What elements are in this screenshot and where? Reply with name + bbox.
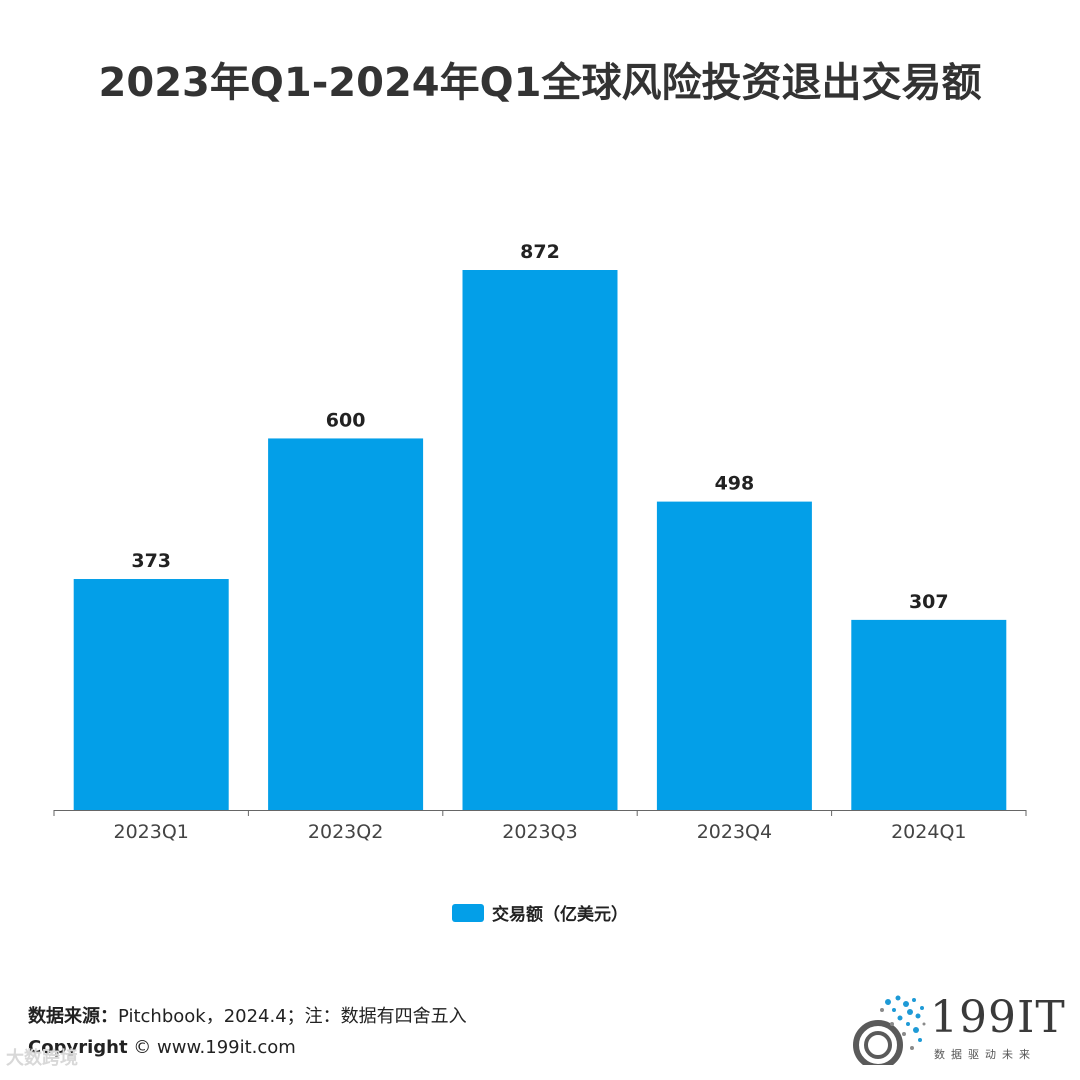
x-tick-label-2023Q2: 2023Q2 [308, 821, 383, 843]
data-label-2023Q2: 600 [326, 409, 366, 431]
chart-title: 2023年Q1-2024年Q1全球风险投资退出交易额 [98, 60, 982, 106]
bar-2023Q4 [656, 501, 812, 810]
copyright-text: © www.199it.com [133, 1037, 296, 1058]
logo-dots-icon [853, 995, 926, 1070]
copyright-label: Copyright [28, 1037, 128, 1058]
data-label-2023Q4: 498 [715, 473, 755, 495]
data-label-2023Q1: 373 [131, 550, 171, 572]
legend-swatch [452, 903, 484, 922]
copyright-note: Copyright © www.199it.com [28, 1037, 296, 1058]
logo-subtitle: 数据驱动未来 [934, 1048, 1036, 1061]
watermark: 大数跨境 [6, 1048, 78, 1069]
x-tick-label-2024Q1: 2024Q1 [891, 821, 966, 843]
source-note: 数据来源：Pitchbook，2024.4；注：数据有四舍五入 [28, 1002, 467, 1028]
legend-label: 交易额（亿美元） [492, 905, 628, 925]
bar-2024Q1 [851, 619, 1007, 810]
logo-text: 199IT [930, 992, 1066, 1043]
data-label-2024Q1: 307 [909, 591, 949, 613]
x-tick-label-2023Q3: 2023Q3 [502, 821, 577, 843]
bar-2023Q1 [73, 579, 229, 810]
bar-2023Q3 [462, 270, 618, 810]
data-label-2023Q3: 872 [520, 241, 560, 263]
x-tick-label-2023Q1: 2023Q1 [113, 821, 188, 843]
x-tick-label-2023Q4: 2023Q4 [697, 821, 772, 843]
source-label: 数据来源： [28, 1006, 118, 1027]
bar-2023Q2 [268, 438, 424, 810]
legend: 交易额（亿美元） [0, 900, 1080, 925]
brand-logo: 199IT 数据驱动未来 [848, 990, 1065, 1070]
source-text: Pitchbook，2024.4；注：数据有四舍五入 [118, 1006, 467, 1027]
